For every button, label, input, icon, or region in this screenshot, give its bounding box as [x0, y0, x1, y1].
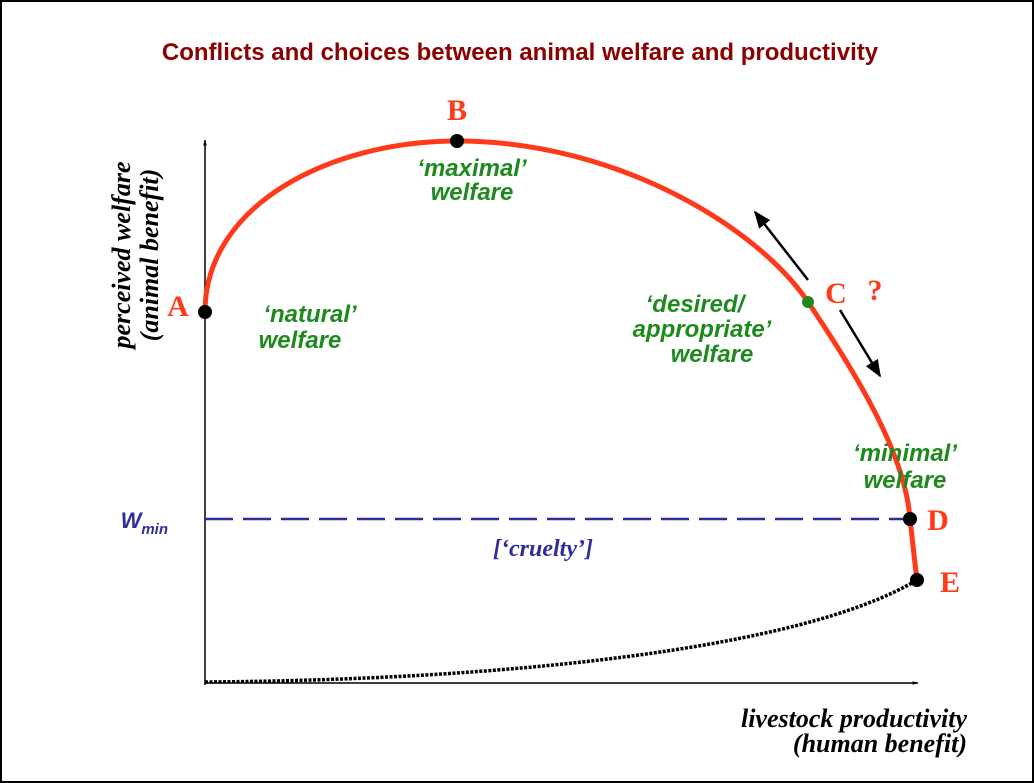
point-b [450, 134, 464, 148]
lower-curve [204, 578, 918, 684]
title: Conflicts and choices between animal wel… [162, 39, 879, 66]
annotation: welfare [864, 467, 947, 494]
threshold-subscript: min [141, 521, 168, 538]
point-a [198, 305, 212, 319]
point-label: D [927, 504, 949, 537]
annotation: ‘maximal’ [417, 155, 527, 182]
threshold-w: W [121, 508, 144, 533]
annotation: welfare [671, 341, 754, 368]
x-axis-label: livestock productivity [741, 704, 967, 733]
question-mark: ? [868, 274, 883, 307]
threshold-symbol: Wmin [121, 508, 168, 538]
y-axis-label: perceived welfare [107, 162, 136, 351]
point-e [910, 573, 924, 587]
point-label: B [447, 94, 467, 127]
welfare-curve [202, 138, 920, 581]
arrow-down [838, 309, 882, 378]
x-axis-label: (human benefit) [793, 729, 967, 758]
arrow-up [753, 210, 809, 281]
point-label: E [940, 566, 960, 599]
annotation: welfare [431, 179, 514, 206]
annotation: ‘minimal’ [853, 440, 957, 467]
cruelty-label: [‘cruelty’] [493, 536, 593, 562]
annotation: welfare [259, 327, 342, 354]
point-label: C [825, 277, 847, 310]
annotation: ‘natural’ [263, 301, 357, 328]
point-d [903, 512, 917, 526]
y-axis-label: (animal benefit) [135, 169, 164, 342]
annotation: ‘desired/ [646, 291, 747, 318]
annotation: appropriate’ [633, 316, 772, 343]
point-label: A [167, 290, 189, 323]
point-c [802, 296, 814, 308]
